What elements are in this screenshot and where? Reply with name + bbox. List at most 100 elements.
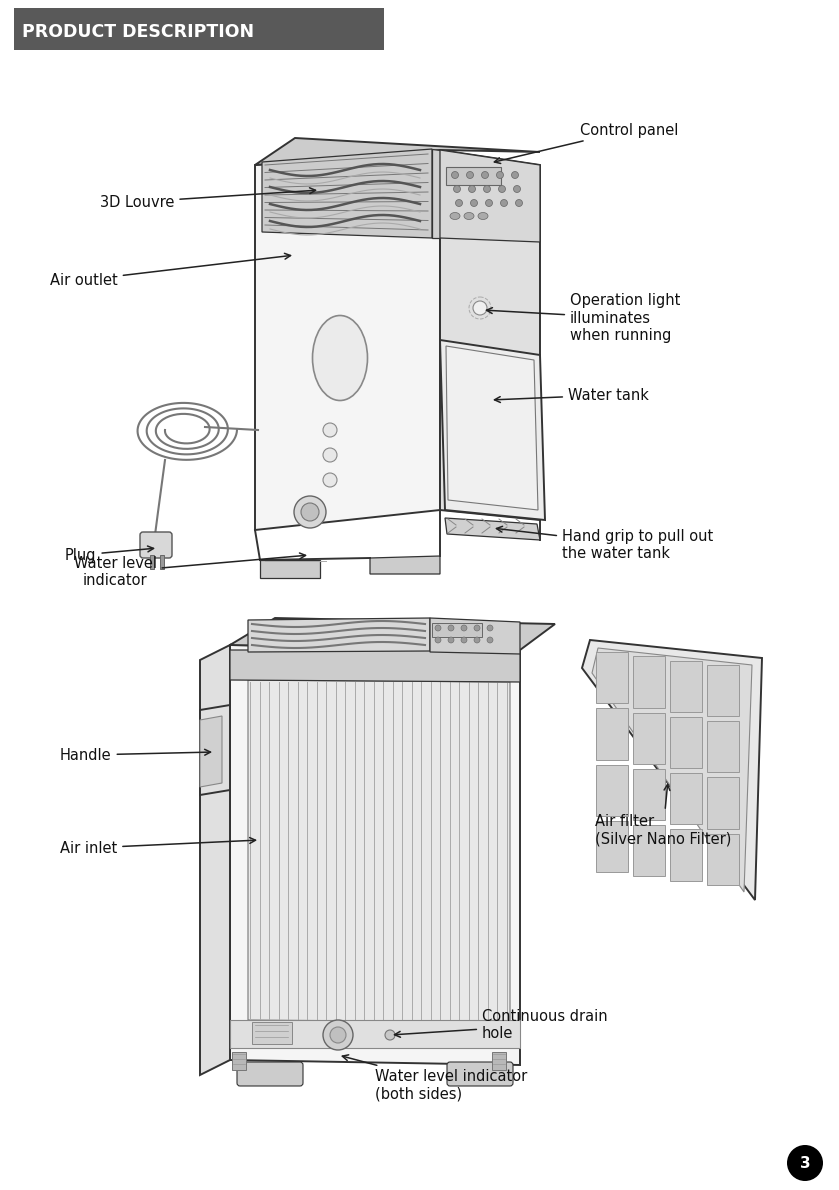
Circle shape [515,200,523,207]
Circle shape [323,472,337,487]
FancyBboxPatch shape [140,532,172,558]
Polygon shape [230,645,520,1065]
Bar [492,1052,506,1070]
Circle shape [461,637,467,643]
Circle shape [512,171,519,178]
Bar [252,1022,292,1044]
Polygon shape [260,560,320,578]
Polygon shape [248,618,430,652]
Circle shape [435,637,441,643]
Circle shape [323,447,337,462]
Polygon shape [707,665,739,716]
Circle shape [323,1020,353,1050]
Polygon shape [707,834,739,885]
Ellipse shape [312,315,367,401]
Polygon shape [432,149,440,238]
Circle shape [498,186,506,193]
Polygon shape [670,716,702,768]
Polygon shape [707,721,739,772]
Polygon shape [670,774,702,825]
Circle shape [448,637,454,643]
Circle shape [435,625,441,631]
Bar [432,624,482,637]
Polygon shape [670,660,702,712]
Circle shape [486,200,492,207]
Ellipse shape [450,213,460,219]
Circle shape [466,171,473,178]
Polygon shape [230,618,555,650]
Polygon shape [633,713,665,764]
Text: Water level indicator
(both sides): Water level indicator (both sides) [342,1054,527,1101]
Polygon shape [430,618,520,654]
Polygon shape [596,708,628,759]
Polygon shape [707,777,739,828]
Polygon shape [255,150,440,530]
Polygon shape [670,829,702,881]
Circle shape [487,625,493,631]
Text: 3D Louvre: 3D Louvre [100,188,315,209]
Bar [150,555,154,569]
Polygon shape [596,652,628,703]
Polygon shape [230,650,520,682]
Bar [232,1052,246,1070]
Polygon shape [255,138,540,165]
Circle shape [787,1145,823,1180]
Circle shape [451,171,458,178]
Circle shape [454,186,461,193]
Polygon shape [596,764,628,816]
Text: Plug: Plug [65,546,154,563]
Polygon shape [262,149,432,238]
Polygon shape [440,150,540,520]
Circle shape [513,186,520,193]
Circle shape [461,625,467,631]
Circle shape [501,200,508,207]
Text: Handle: Handle [60,747,211,763]
Text: Continuous drain
hole: Continuous drain hole [394,1009,607,1041]
Text: Air inlet: Air inlet [60,838,256,856]
Circle shape [483,186,491,193]
Circle shape [323,422,337,437]
Bar [160,555,164,569]
Polygon shape [633,769,665,820]
Circle shape [482,171,488,178]
Text: 3: 3 [800,1155,810,1171]
Text: PRODUCT DESCRIPTION: PRODUCT DESCRIPTION [22,23,254,40]
Text: Air outlet: Air outlet [50,253,290,288]
Text: Operation light
illuminates
when running: Operation light illuminates when running [487,293,680,343]
Bar [446,167,501,184]
Circle shape [474,637,480,643]
Polygon shape [200,704,230,795]
Circle shape [487,637,493,643]
Polygon shape [200,716,222,787]
Circle shape [497,171,503,178]
Circle shape [385,1031,395,1040]
Circle shape [330,1027,346,1042]
Polygon shape [200,645,230,1075]
Bar [14,8,384,50]
Bar [230,1020,520,1048]
Polygon shape [445,518,540,540]
Polygon shape [248,679,510,1022]
Polygon shape [370,556,440,574]
Circle shape [471,200,477,207]
Text: Air filter
(Silver Nano Filter): Air filter (Silver Nano Filter) [595,784,732,846]
Polygon shape [592,649,752,892]
Text: Hand grip to pull out
the water tank: Hand grip to pull out the water tank [497,526,713,562]
Polygon shape [633,825,665,876]
Ellipse shape [478,213,488,219]
Ellipse shape [464,213,474,219]
Circle shape [468,186,476,193]
Polygon shape [446,346,538,511]
Circle shape [301,503,319,521]
FancyBboxPatch shape [447,1061,513,1086]
Circle shape [474,625,480,631]
Polygon shape [582,640,762,900]
Circle shape [294,496,326,528]
Polygon shape [440,150,540,242]
Circle shape [448,625,454,631]
Circle shape [456,200,462,207]
Text: Water level
indicator: Water level indicator [74,553,305,588]
Polygon shape [633,657,665,708]
Text: Water tank: Water tank [494,388,649,402]
Circle shape [473,301,487,315]
